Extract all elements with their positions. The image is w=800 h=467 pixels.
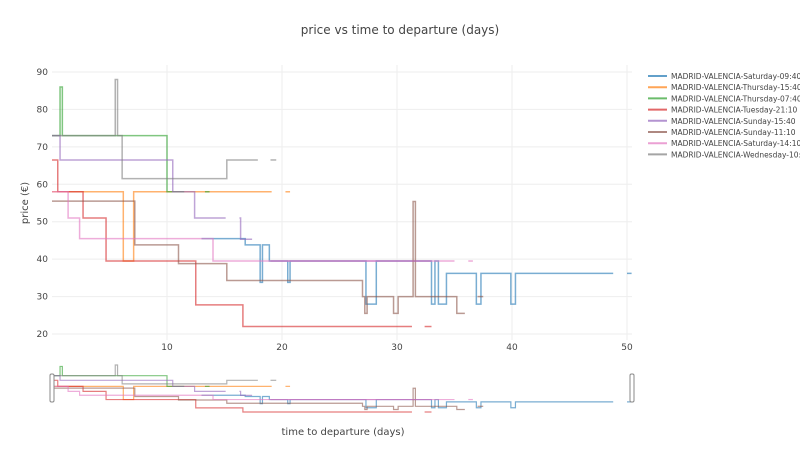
x-tick-label: 50 [621,343,633,353]
x-tick-label: 20 [276,343,288,353]
x-tick-label: 40 [506,343,518,353]
slider-series-line [52,364,258,385]
y-tick-label: 70 [37,143,49,153]
slider-series-line [52,365,185,387]
legend-label: MADRID-VALENCIA-Wednesday-10:40 [671,150,800,159]
y-tick-label: 40 [37,255,49,265]
slider-series-line [52,387,465,411]
legend-item[interactable]: MADRID-VALENCIA-Sunday-15:40 [648,117,796,126]
series-line[interactable] [52,200,465,315]
legend-item[interactable]: MADRID-VALENCIA-Saturday-09:40 [648,72,800,81]
x-axis-title: time to departure (days) [282,427,405,438]
series-line[interactable] [52,78,258,180]
legend-label: MADRID-VALENCIA-Sunday-15:40 [671,117,796,126]
legend-label: MADRID-VALENCIA-Thursday-07:40 [671,94,800,103]
x-tick-label: 10 [161,343,173,353]
y-tick-label: 90 [37,68,49,78]
y-tick-label: 30 [37,293,49,303]
legend-label: MADRID-VALENCIA-Saturday-14:10 [671,139,800,148]
legend-item[interactable]: MADRID-VALENCIA-Saturday-14:10 [648,139,800,148]
slider-handle-left[interactable] [49,373,55,403]
slider-series-line [52,379,412,413]
legend-label: MADRID-VALENCIA-Saturday-09:40 [671,72,800,81]
series-line[interactable] [52,159,412,328]
series-line[interactable] [52,191,455,262]
legend-label: MADRID-VALENCIA-Thursday-15:40 [671,83,800,92]
series-line[interactable] [52,191,272,262]
series-line[interactable] [52,86,185,193]
legend-item[interactable]: MADRID-VALENCIA-Sunday-11:10 [648,128,796,137]
legend-label: MADRID-VALENCIA-Sunday-11:10 [671,128,796,137]
x-tick-label: 30 [391,343,403,353]
series-line[interactable] [239,217,253,241]
y-tick-label: 50 [37,218,49,228]
legend-item[interactable]: MADRID-VALENCIA-Thursday-15:40 [648,83,800,92]
slider-series-line [239,390,253,397]
series-line[interactable] [201,237,614,305]
legend-item[interactable]: MADRID-VALENCIA-Thursday-07:40 [648,94,800,103]
slider-series-line [52,385,455,401]
range-slider[interactable] [52,362,632,414]
legend-item[interactable]: MADRID-VALENCIA-Wednesday-10:40 [648,150,800,159]
slider-handle-right[interactable] [629,373,635,403]
y-axis-title: price (€) [20,182,31,224]
y-tick-label: 20 [37,330,49,340]
y-tick-label: 80 [37,105,49,115]
chart-title: price vs time to departure (days) [301,23,499,37]
y-tick-label: 60 [37,180,49,190]
series-line[interactable] [52,134,226,219]
legend-label: MADRID-VALENCIA-Tuesday-21:10 [671,106,798,115]
legend-item[interactable]: MADRID-VALENCIA-Tuesday-21:10 [648,106,798,115]
